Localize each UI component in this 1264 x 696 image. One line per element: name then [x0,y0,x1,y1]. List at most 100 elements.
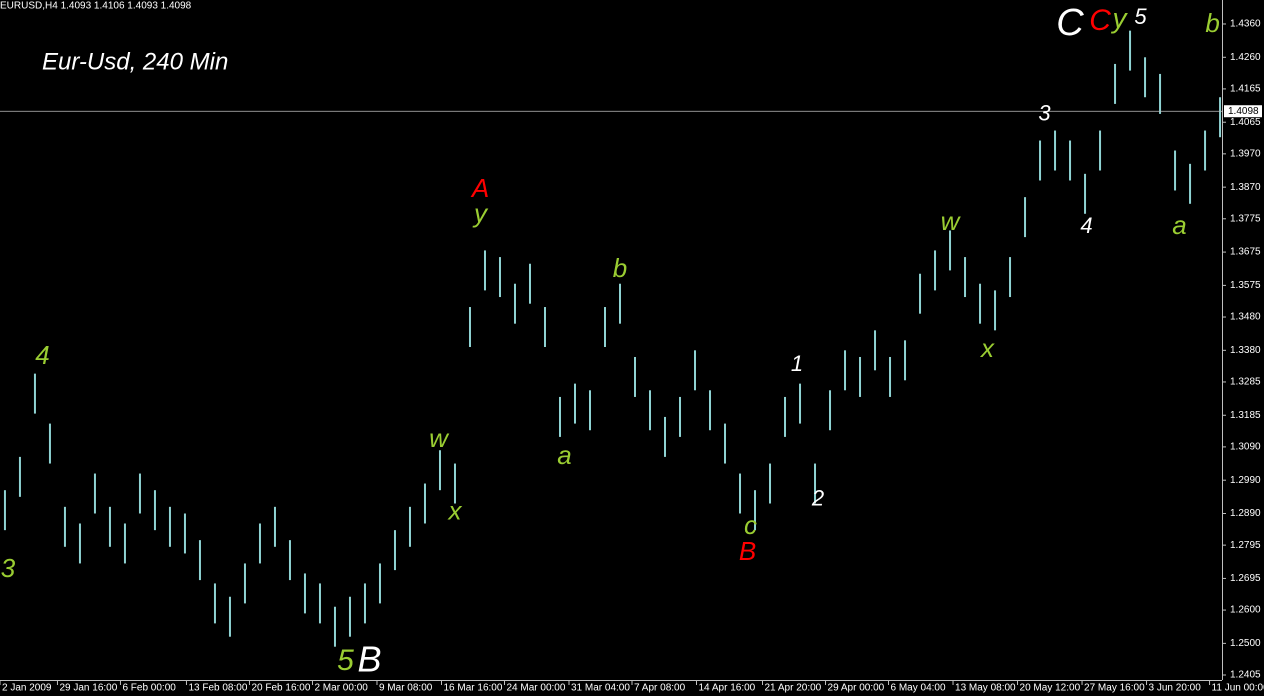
x-tick-label: 13 Feb 08:00 [188,683,247,694]
x-tick-label: 31 Mar 04:00 [571,683,630,694]
price-bar [258,523,261,564]
x-tick-label: 13 May 08:00 [955,683,1016,694]
price-bar [438,450,441,491]
price-bar [1009,257,1012,298]
price-bar [829,390,832,431]
price-bar [1054,130,1057,171]
price-bar [18,456,21,497]
x-tick-label: 6 May 04:00 [891,683,946,694]
x-tick-label: 20 Feb 16:00 [251,683,310,694]
price-bar [709,390,712,431]
price-bar [303,573,306,614]
y-tick-label: 1.2500 [1230,638,1261,649]
wave-label: 5 [1134,4,1147,29]
price-bar [423,483,426,524]
price-bar [183,513,186,554]
wave-label: A [470,173,489,203]
wave-label: w [429,423,450,453]
price-bar [874,330,877,371]
price-bar [1084,173,1087,214]
x-tick-label: 24 Mar 00:00 [506,683,565,694]
price-bar [1099,130,1102,171]
y-tick-label: 1.3185 [1230,410,1261,421]
y-tick-label: 1.2695 [1230,573,1261,584]
wave-label: 1 [791,351,803,376]
y-tick-label: 1.4065 [1230,117,1261,128]
wave-label: 3 [1038,101,1051,126]
y-tick-label: 1.3775 [1230,213,1261,224]
y-tick-label: 1.3380 [1230,345,1261,356]
price-bar [994,290,997,331]
price-bar [3,490,6,531]
price-bar [318,583,321,624]
price-bar [754,490,757,531]
price-bar [528,263,531,304]
price-bar [573,383,576,424]
x-tick-label: 16 Mar 16:00 [443,683,502,694]
price-bar [1039,140,1042,181]
wave-label: b [613,253,627,283]
price-bar [378,563,381,604]
price-bar [78,523,81,564]
y-tick-label: 1.4260 [1230,52,1261,63]
price-bar [1024,197,1027,238]
price-bar [919,273,922,314]
x-tick-label: 6 Feb 00:00 [122,683,176,694]
price-bar [1219,97,1222,138]
price-bar [739,473,742,514]
price-bar [273,506,276,547]
x-tick-label: 29 Apr 00:00 [828,683,885,694]
x-tick-label: 7 Apr 08:00 [634,683,686,694]
price-bar [1174,150,1177,191]
wave-label: b [1205,8,1219,38]
y-tick-label: 1.4165 [1230,84,1261,95]
y-tick-label: 1.3870 [1230,182,1261,193]
y-tick-label: 1.3090 [1230,442,1261,453]
wave-label: 3 [1,553,16,583]
price-bar [228,596,231,637]
price-bar [814,463,817,504]
wave-label: x [979,333,995,363]
y-tick-label: 1.2405 [1230,670,1261,681]
price-bar [33,373,36,414]
price-bar [168,506,171,547]
y-tick-label: 1.3675 [1230,247,1261,258]
price-bar [934,250,937,291]
price-bar [453,463,456,504]
price-bar [634,356,637,397]
wave-label: C [1089,4,1111,37]
price-bar [964,257,967,298]
x-tick-label: 27 May 16:00 [1084,683,1145,694]
x-tick-label: 2 Mar 00:00 [314,683,368,694]
price-bar [979,283,982,324]
price-bar [138,473,141,514]
price-bar [1069,140,1072,181]
price-bar [679,396,682,437]
current-price-box [1224,105,1262,118]
price-bar [498,257,501,298]
price-bar [1114,63,1117,104]
y-tick-label: 1.3480 [1230,312,1261,323]
price-bar [333,606,336,647]
y-tick-label: 1.4360 [1230,19,1261,30]
y-tick-label: 1.2990 [1230,475,1261,486]
wave-label: c [744,510,757,540]
price-bar [784,396,787,437]
price-bar [619,283,622,324]
wave-label: 4 [35,340,49,370]
wave-label: y [472,198,489,228]
price-bar [393,530,396,571]
price-bar [588,390,591,431]
price-bar [844,350,847,391]
price-bar [408,506,411,547]
wave-label: a [1172,210,1186,240]
price-bar [1144,57,1147,98]
price-bar [889,356,892,397]
x-tick-label: 3 Jun 20:00 [1149,683,1202,694]
price-bar [949,230,952,271]
price-bar [558,396,561,437]
wave-label: 4 [1080,213,1092,238]
x-tick-label: 20 May 12:00 [1020,683,1081,694]
price-bar [363,583,366,624]
price-bar [694,350,697,391]
